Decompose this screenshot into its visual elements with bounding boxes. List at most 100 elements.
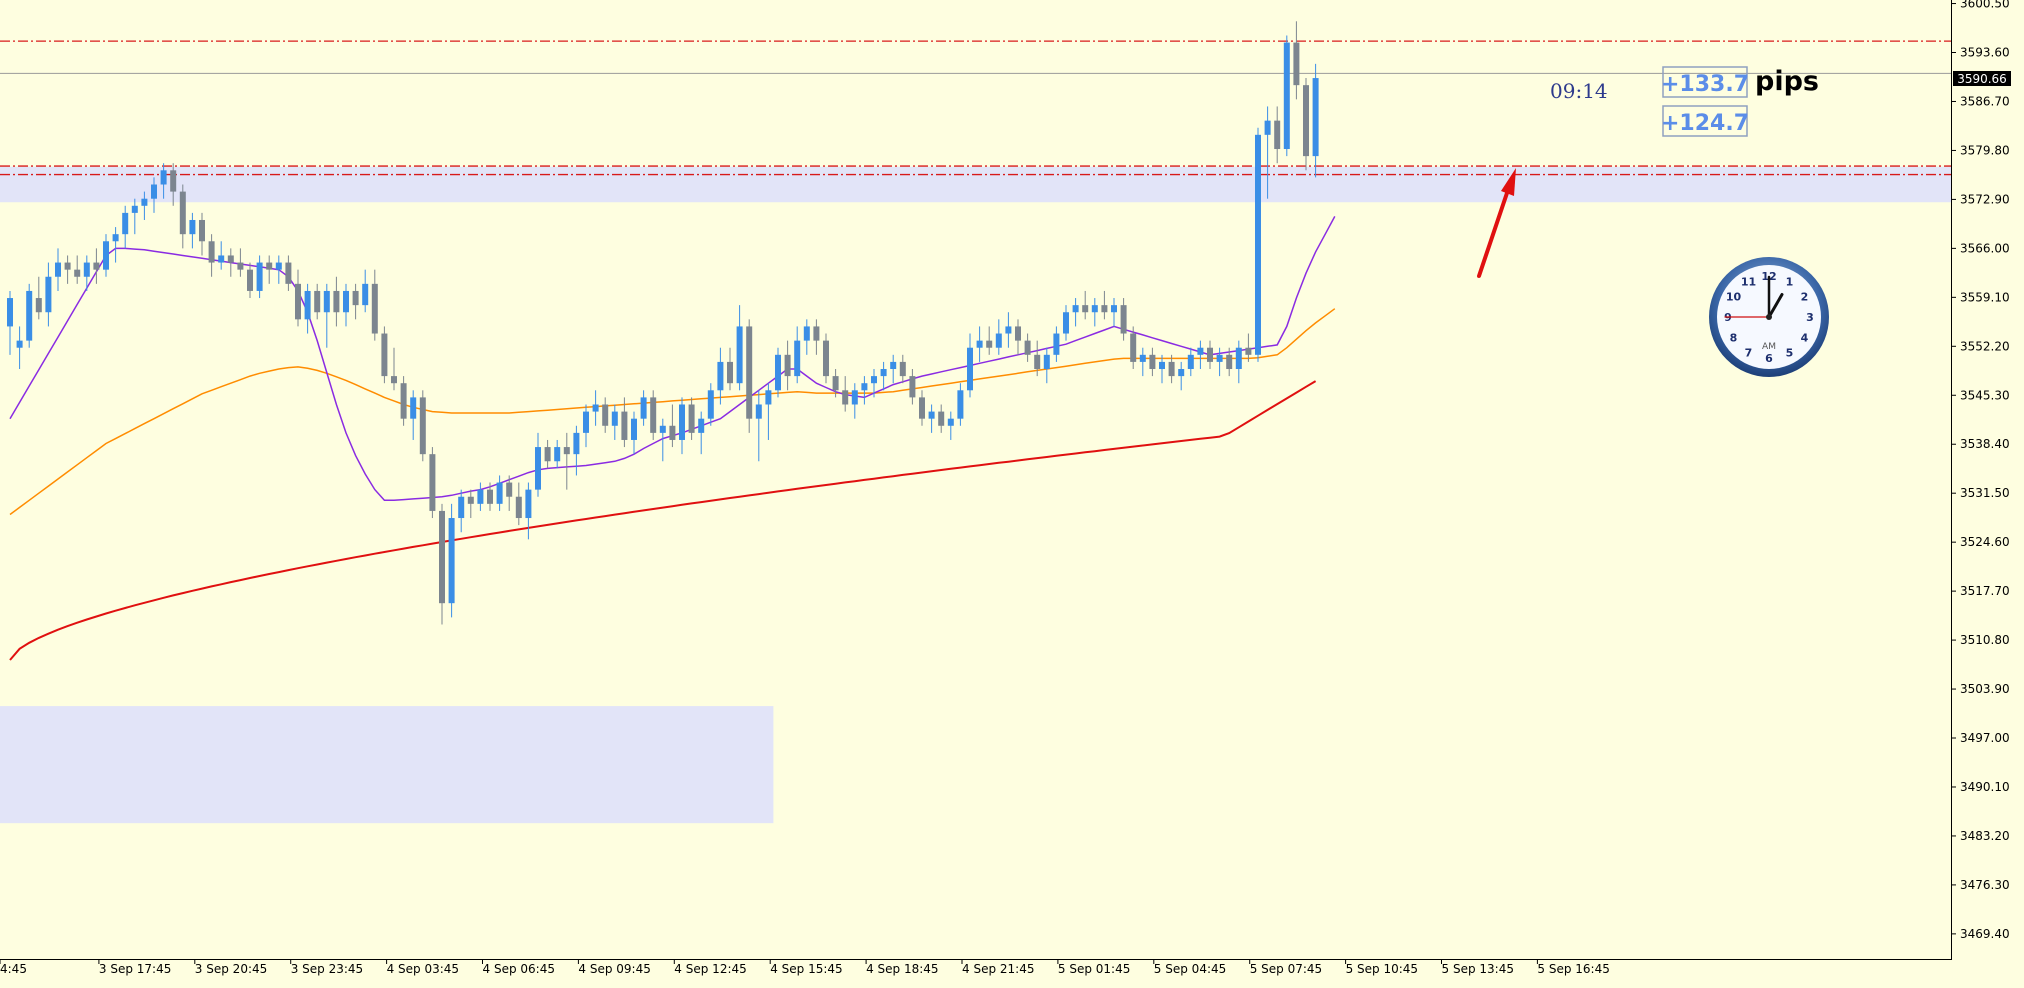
candle-body [525,489,532,519]
x-tick-label: 4 Sep 03:45 [387,962,459,976]
candle [448,503,455,618]
candle [803,319,810,355]
x-tick-label: 4 Sep 12:45 [674,962,746,976]
candle [256,255,263,299]
candle-body [583,411,589,433]
candle-body [199,219,205,242]
time-scale[interactable]: 4:45 3 Sep 17:45 3 Sep 20:45 3 Sep 23:45 4 S… [0,959,1610,976]
candle [842,376,849,412]
pips-box-2 [1662,105,1748,137]
zone-2 [0,706,774,824]
candle [746,319,753,433]
current-price-tag-bg [1953,71,2011,86]
candle [333,276,340,327]
candle-body [669,425,676,440]
candle [736,305,743,391]
candle [573,425,580,476]
clock-ampm-label: AM [1762,342,1776,352]
candle [1101,290,1108,320]
candle [1168,354,1175,384]
candle [1139,347,1146,377]
ma-slow-line [9,380,1317,661]
candle-body [381,333,388,377]
candle-body [122,212,129,235]
candle-body [1101,305,1108,313]
current-price-label: 3590.66 [1957,72,2007,86]
candle-body [746,326,753,419]
y-tick-label: 3490.10 [1960,780,2010,794]
candle [650,390,657,440]
candle-body [1216,354,1223,362]
candle [218,241,225,270]
candle [640,390,647,426]
candle-body [573,432,580,455]
candle-body [698,418,705,433]
candle [55,248,61,291]
candle [1024,333,1031,362]
y-tick-label: 3545.30 [1960,388,2010,402]
candle [995,319,1002,355]
candle [1120,298,1127,341]
y-tick-label: 3572.90 [1960,192,2010,206]
candle [1312,63,1319,178]
candle [832,369,839,398]
candle-body [1082,305,1089,313]
candle [823,333,829,384]
candle-body [1072,305,1079,313]
candle-body [717,361,724,391]
clock-center-pin [1766,314,1772,320]
candle-body [208,241,215,263]
candle-body [621,411,628,440]
candle-body [218,255,225,263]
candle [141,191,148,220]
ma-mid-line [9,308,1336,516]
candle [189,212,196,249]
candle-body [266,262,273,270]
candle-body [362,283,369,306]
candle [506,475,513,511]
candle [122,205,129,249]
candle-body [592,404,599,412]
clock-number: 2 [1801,291,1809,304]
candle [1207,340,1213,370]
candle [583,404,589,448]
candle-body [16,340,23,348]
candle [659,418,666,462]
candle [314,283,321,320]
candle-body [1005,326,1012,334]
candle-body [83,262,90,277]
pips-value-1: +133.7 [1661,72,1749,97]
candle [35,276,42,320]
y-tick-label: 3531.50 [1960,486,2010,500]
candle [1197,340,1204,370]
clock-number: 10 [1726,291,1742,304]
candle-body [775,354,781,391]
candle-body [631,418,637,440]
candle-body [1168,361,1175,377]
candle [170,163,177,206]
candle-body [477,489,484,504]
candle-body [227,255,234,263]
x-tick-label: 3 Sep 23:45 [291,962,363,976]
candle [103,234,109,277]
candle-body [314,290,321,313]
candle-body [919,397,925,419]
candle-body [1264,120,1271,135]
price-scale[interactable]: 3600.50 3593.60 3586.70 3579.80 3572.90 3566.… [1951,0,2010,941]
y-tick-label: 3497.00 [1960,731,2010,745]
candle [467,489,474,519]
candle [151,177,157,213]
candle-body [871,376,877,384]
candle-body [74,269,81,277]
candle [1111,298,1117,327]
y-tick-label: 3538.40 [1960,437,2010,451]
y-tick-label: 3476.30 [1960,878,2010,892]
candle [765,383,772,440]
y-tick-label: 3510.80 [1960,633,2010,647]
candle-body [640,397,647,419]
supply-demand-zones [0,166,1951,824]
clock-number: 4 [1801,332,1809,345]
red-arrow-icon [1477,168,1516,278]
candle [93,248,100,284]
candle-body [1274,120,1281,150]
